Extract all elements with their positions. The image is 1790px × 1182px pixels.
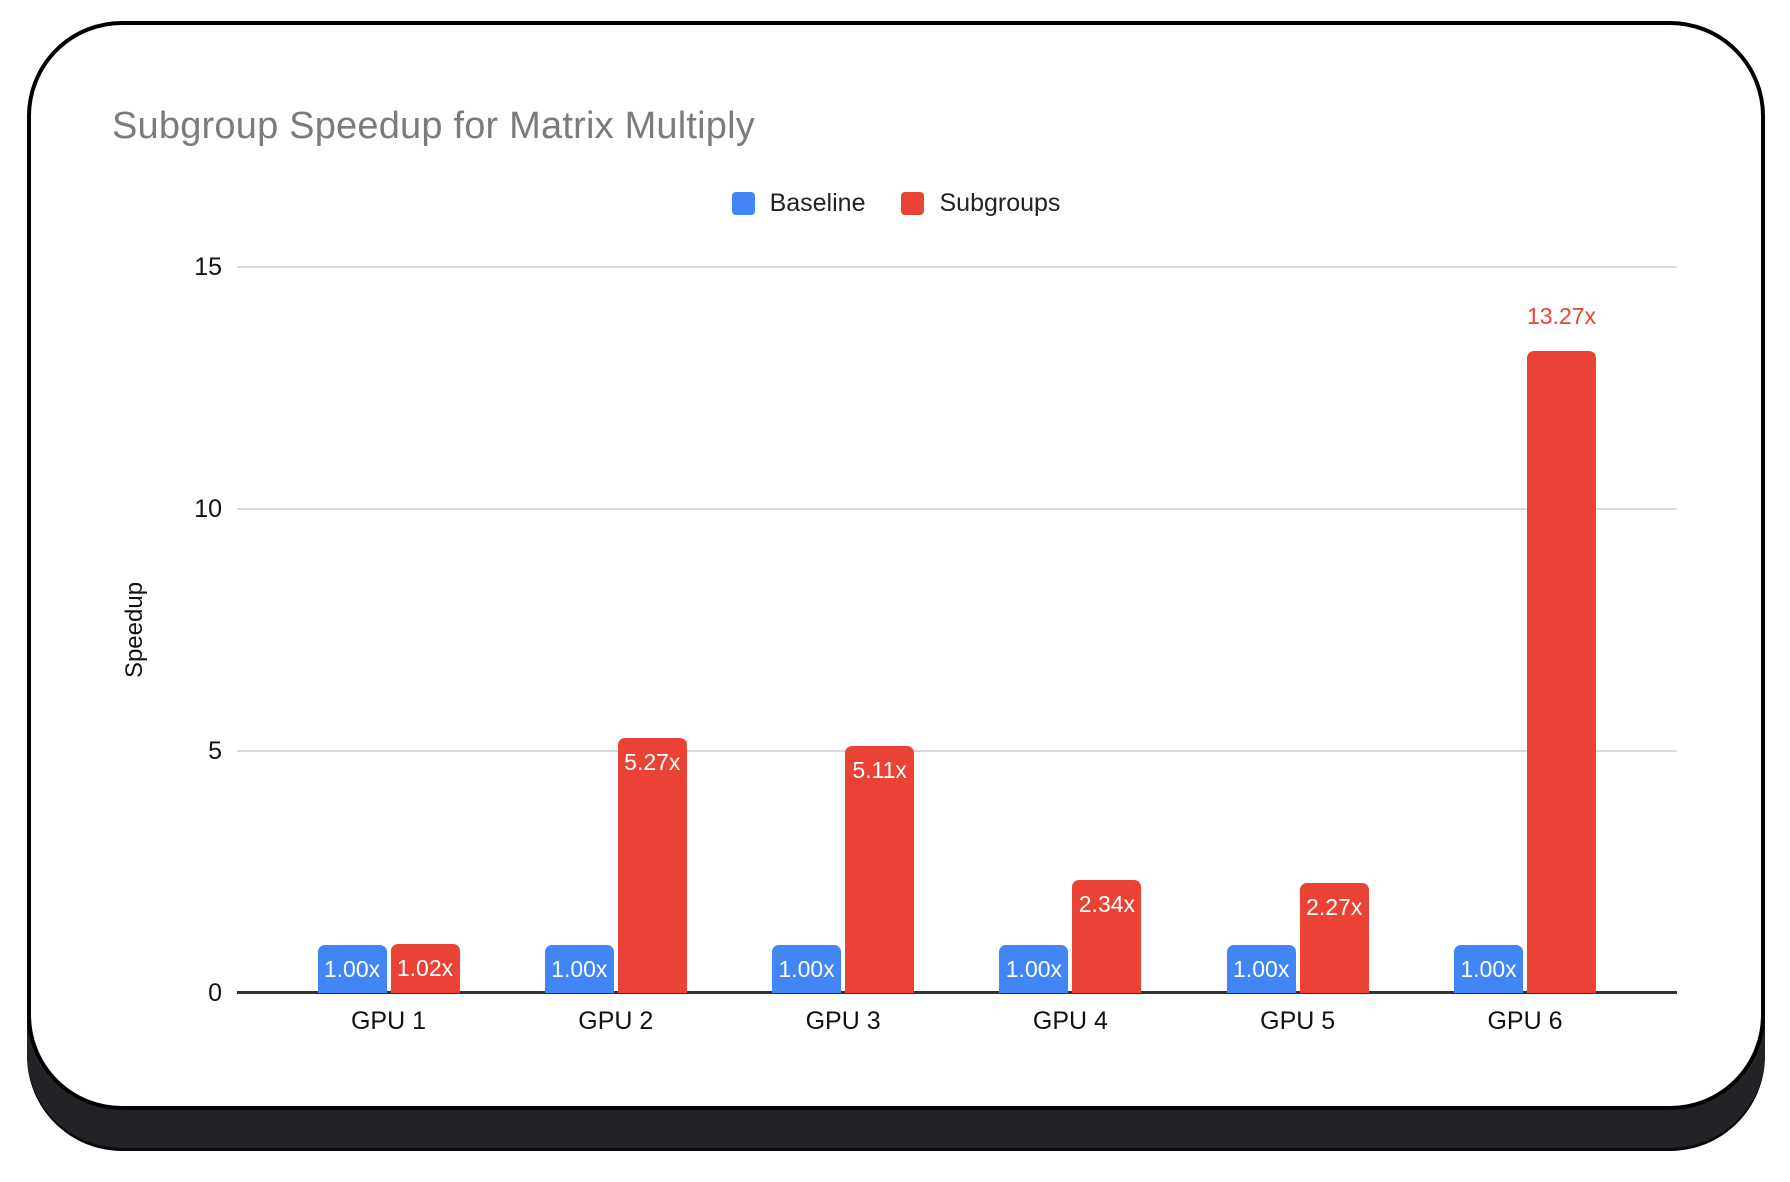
legend: Baseline Subgroups	[31, 189, 1761, 217]
chart-card: Subgroup Speedup for Matrix Multiply Bas…	[27, 21, 1765, 1110]
bar-value-label: 13.27x	[1526, 303, 1597, 329]
x-tick-label-gpu-1: GPU 1	[350, 1007, 427, 1035]
bar-value-label: 5.11x	[852, 757, 907, 783]
x-tick-label-gpu-5: GPU 5	[1260, 1007, 1336, 1035]
x-tick-label-gpu-3: GPU 3	[805, 1007, 881, 1035]
legend-item-subgroups: Subgroups	[901, 189, 1060, 218]
y-tick-label-10: 10	[194, 495, 222, 523]
x-axis-line	[237, 991, 1677, 994]
bar-value-label: 5.27x	[624, 749, 681, 775]
bar-baseline-gpu-6: 1.00x	[1454, 945, 1523, 993]
bar-baseline-gpu-1: 1.00x	[317, 945, 387, 993]
bar-baseline-gpu-3: 1.00x	[772, 945, 842, 993]
bar-value-label: 2.34x	[1078, 891, 1136, 917]
gridline-5	[237, 750, 1677, 752]
bar-subgroups-gpu-6: 13.27x	[1527, 303, 1596, 993]
gridline-15	[237, 266, 1677, 268]
bar-value-label: 2.27x	[1306, 894, 1363, 920]
bar-value-label: 1.00x	[551, 956, 608, 982]
x-tick-label-gpu-6: GPU 6	[1487, 1007, 1563, 1035]
gridline-10	[237, 508, 1677, 510]
x-tick-label-gpu-4: GPU 4	[1032, 1007, 1108, 1035]
bar-baseline-gpu-5: 1.00x	[1226, 945, 1296, 993]
legend-swatch-subgroups	[901, 191, 925, 215]
chart-title: Subgroup Speedup for Matrix Multiply	[112, 105, 755, 147]
legend-item-baseline: Baseline	[731, 188, 866, 218]
bar-value-label: 1.00x	[1460, 956, 1517, 982]
x-tick-label-gpu-2: GPU 2	[578, 1007, 654, 1035]
legend-swatch-baseline	[731, 191, 755, 215]
legend-label: Baseline	[769, 188, 866, 217]
bar-baseline-gpu-4: 1.00x	[999, 945, 1069, 993]
y-tick-label-5: 5	[208, 737, 222, 765]
bar-subgroups-gpu-3: 5.11x	[845, 746, 915, 993]
bar-subgroups-gpu-2: 5.27x	[617, 738, 687, 993]
bar-value-label: 1.00x	[778, 956, 835, 982]
y-tick-label-0: 0	[208, 979, 222, 1007]
bar-subgroups-gpu-4: 2.34x	[1072, 880, 1142, 993]
bar-value-label: 1.00x	[1005, 956, 1063, 982]
legend-label: Subgroups	[939, 188, 1061, 217]
y-tick-label-15: 15	[194, 253, 222, 281]
bar-value-label: 1.00x	[1233, 956, 1290, 982]
bar-value-label: 1.02x	[396, 955, 454, 981]
bar-subgroups-gpu-5: 2.27x	[1299, 883, 1369, 993]
bar-subgroups-gpu-1: 1.02x	[390, 944, 460, 993]
bar-baseline-gpu-2: 1.00x	[544, 945, 614, 993]
bar-value-label: 1.00x	[323, 956, 381, 982]
y-axis-title: Speedup	[121, 581, 148, 679]
plot-area: 1.00x 1.02x 1.00x 5.27x 1.00x 5.11x 1.00x 2.34x…	[237, 266, 1677, 994]
